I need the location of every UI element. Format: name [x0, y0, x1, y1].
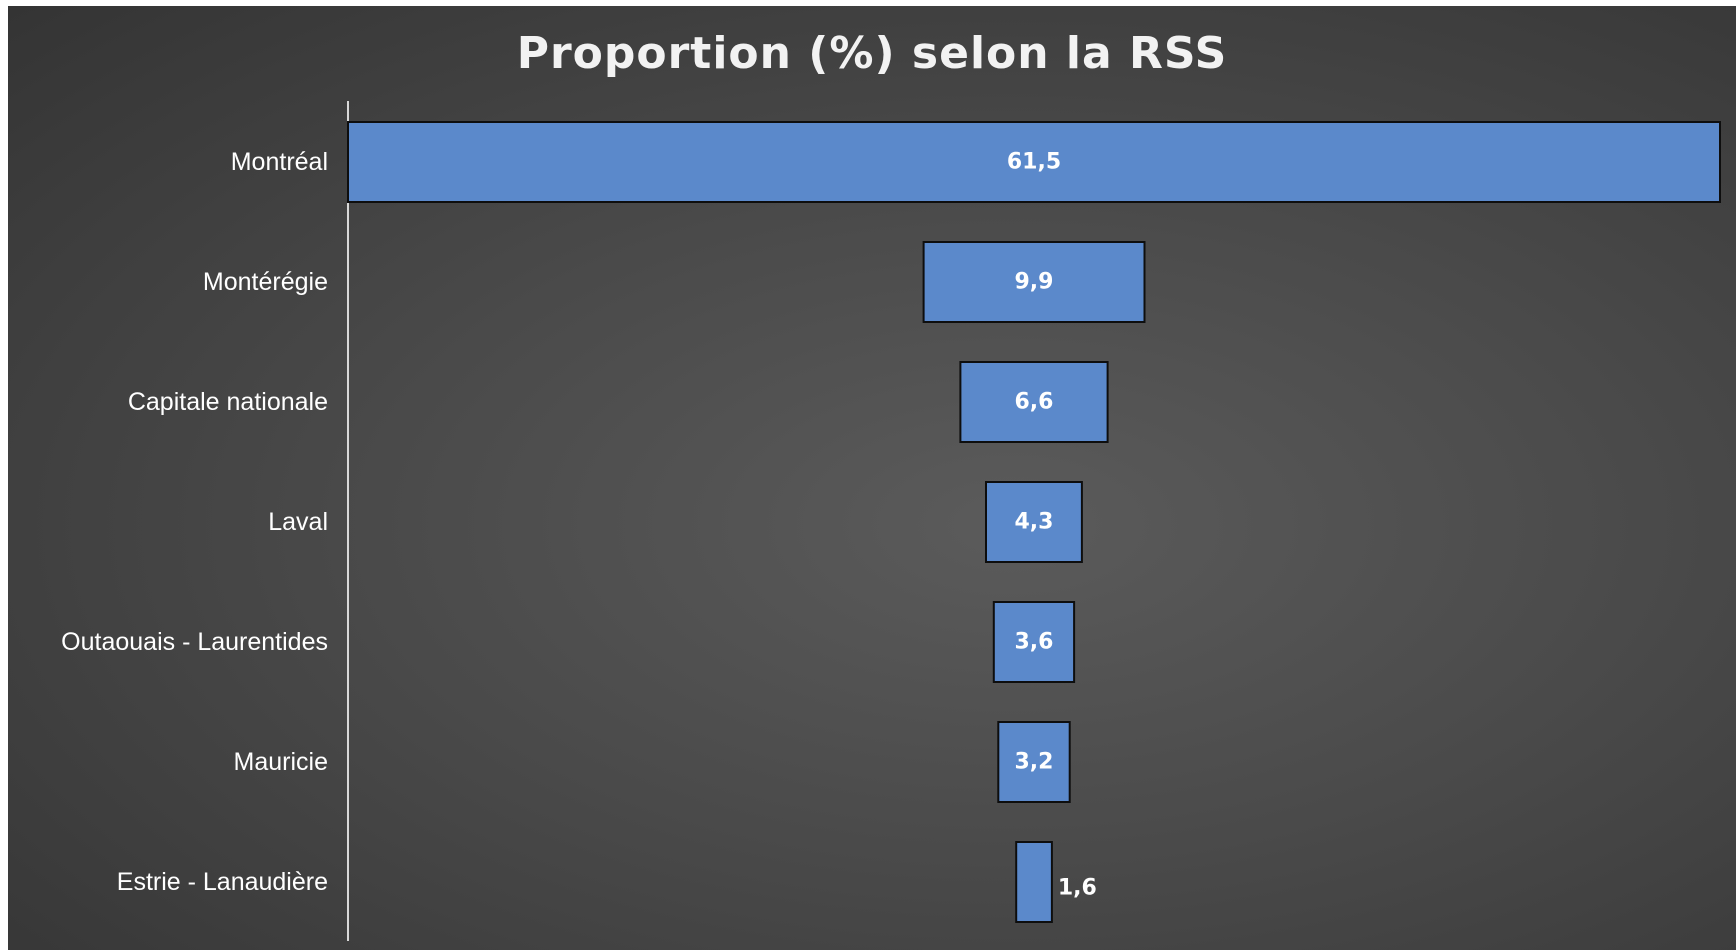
bar-3: [985, 481, 1083, 563]
chart-area: Proportion (%) selon la RSS Montréal 61,5…: [8, 6, 1736, 950]
category-label-3: Laval: [268, 508, 328, 536]
category-label-1: Montérégie: [203, 268, 328, 296]
label-group: Montréal 61,5 Montérégie 9,9 Capitale nation…: [61, 148, 1097, 901]
value-label-4: 3,6: [1015, 630, 1054, 655]
chart-title: Proportion (%) selon la RSS: [516, 28, 1228, 79]
bar-4: [992, 601, 1076, 683]
chart-plot-area: Montréal 61,5 Montérégie 9,9 Capitale nation…: [61, 101, 1721, 941]
category-label-2: Capitale nationale: [128, 388, 328, 416]
value-label-1: 9,9: [1015, 270, 1054, 295]
bar-6: [1015, 841, 1053, 923]
value-label-3: 4,3: [1015, 510, 1054, 535]
bar-group: [347, 121, 1721, 923]
bar-0: [347, 121, 1721, 203]
value-label-2: 6,6: [1015, 390, 1054, 415]
value-label-5: 3,2: [1015, 750, 1054, 775]
bar-2: [959, 361, 1109, 443]
category-label-4: Outaouais - Laurentides: [61, 628, 328, 656]
bar-5: [997, 721, 1071, 803]
value-label-6: 1,6: [1058, 876, 1097, 901]
category-label-6: Estrie - Lanaudière: [117, 868, 328, 896]
category-label-0: Montréal: [231, 148, 328, 176]
value-label-0: 61,5: [1007, 150, 1061, 175]
bar-1: [922, 241, 1146, 323]
category-label-5: Mauricie: [234, 748, 328, 776]
